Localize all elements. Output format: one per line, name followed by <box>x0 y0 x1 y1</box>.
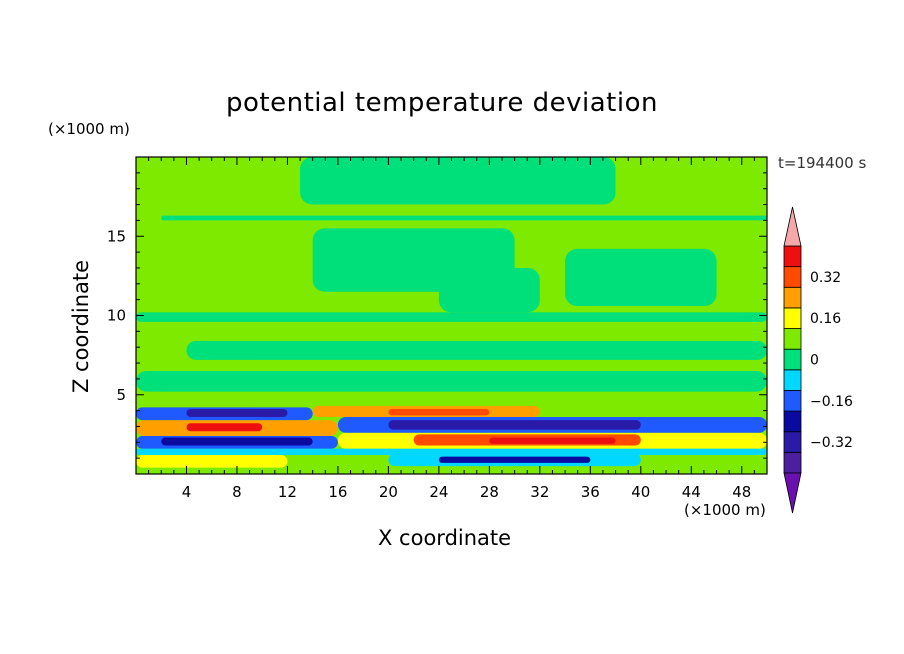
plot-frame <box>135 156 768 475</box>
heatmap-region <box>388 420 641 430</box>
y-tick-label: 15 <box>107 227 126 245</box>
colorbar-over-arrow <box>783 206 802 247</box>
heatmap-region <box>186 423 263 432</box>
x-axis-unit: (×1000 m) <box>684 501 766 519</box>
time-label: t=194400 s <box>778 154 867 172</box>
x-tick-label: 40 <box>631 483 650 501</box>
heatmap-region <box>413 434 641 446</box>
x-tick-label: 28 <box>480 483 499 501</box>
heatmap-region <box>136 321 767 341</box>
heatmap-region <box>337 432 767 449</box>
heatmap-region <box>312 228 515 292</box>
heatmap-region <box>489 437 616 444</box>
colorbar-segment <box>783 431 802 453</box>
colorbar-segment <box>783 266 802 288</box>
colorbar-segment <box>783 245 802 268</box>
heatmap-region <box>136 454 288 468</box>
heatmap-region <box>565 248 717 306</box>
heatmap-region <box>300 157 616 205</box>
heatmap-region <box>161 215 767 221</box>
colorbar-segment <box>783 307 802 329</box>
heatmap-region <box>136 312 767 322</box>
colorbar-segment <box>783 369 802 391</box>
x-tick-label: 16 <box>328 483 347 501</box>
heatmap-region <box>136 370 767 392</box>
heatmap-region <box>136 420 338 436</box>
x-tick-label: 48 <box>732 483 751 501</box>
x-tick-label: 12 <box>278 483 297 501</box>
x-tick-label: 44 <box>682 483 701 501</box>
x-axis-label: X coordinate <box>378 526 512 550</box>
heatmap-background <box>136 157 767 474</box>
heatmap-region <box>136 391 767 406</box>
plot-area <box>136 157 767 474</box>
heatmap-region <box>287 454 767 468</box>
colorbar-segment <box>783 451 802 474</box>
heatmap-region <box>186 340 767 360</box>
heatmap-region <box>186 409 288 417</box>
colorbar: 0.32 0.16 0 −0.16 −0.32 <box>783 206 853 514</box>
colorbar-segment <box>783 348 802 371</box>
colorbar-segment <box>783 286 802 309</box>
colorbar-segment <box>783 390 802 412</box>
x-tick-label: 20 <box>379 483 398 501</box>
heatmap-region <box>161 437 313 446</box>
heatmap-region <box>136 407 313 421</box>
heatmap-region <box>438 267 540 313</box>
y-axis-label: Z coordinate <box>69 259 93 393</box>
y-tick-label: 10 <box>107 307 126 325</box>
heatmap-region <box>136 359 767 371</box>
colorbar-segment <box>783 410 802 433</box>
colorbar-tick-label: −0.16 <box>810 394 853 410</box>
colorbar-tick-label: 0.16 <box>810 311 841 327</box>
colorbar-tick-label: −0.32 <box>810 435 853 451</box>
colorbar-segment <box>783 328 802 350</box>
heatmap-region <box>136 448 767 455</box>
x-tick-label: 36 <box>581 483 600 501</box>
x-tick-label: 4 <box>182 483 192 501</box>
heatmap-region <box>136 435 338 449</box>
colorbar-tick-label: 0.32 <box>810 270 841 286</box>
x-tick-label: 8 <box>232 483 242 501</box>
heatmap-region <box>337 416 767 433</box>
chart-title: potential temperature deviation <box>226 88 658 118</box>
colorbar-tick-label: 0 <box>810 353 819 369</box>
heatmap-region <box>388 409 490 416</box>
heatmap-cells <box>136 157 767 474</box>
heatmap-region <box>312 405 540 417</box>
x-tick-label: 32 <box>530 483 549 501</box>
y-axis-unit: (×1000 m) <box>48 120 130 138</box>
heatmap-region <box>388 453 641 467</box>
x-tick-label: 24 <box>429 483 448 501</box>
colorbar-under-arrow <box>783 472 802 514</box>
heatmap-region <box>136 467 767 474</box>
heatmap-region <box>438 456 591 463</box>
y-tick-label: 5 <box>116 386 126 404</box>
